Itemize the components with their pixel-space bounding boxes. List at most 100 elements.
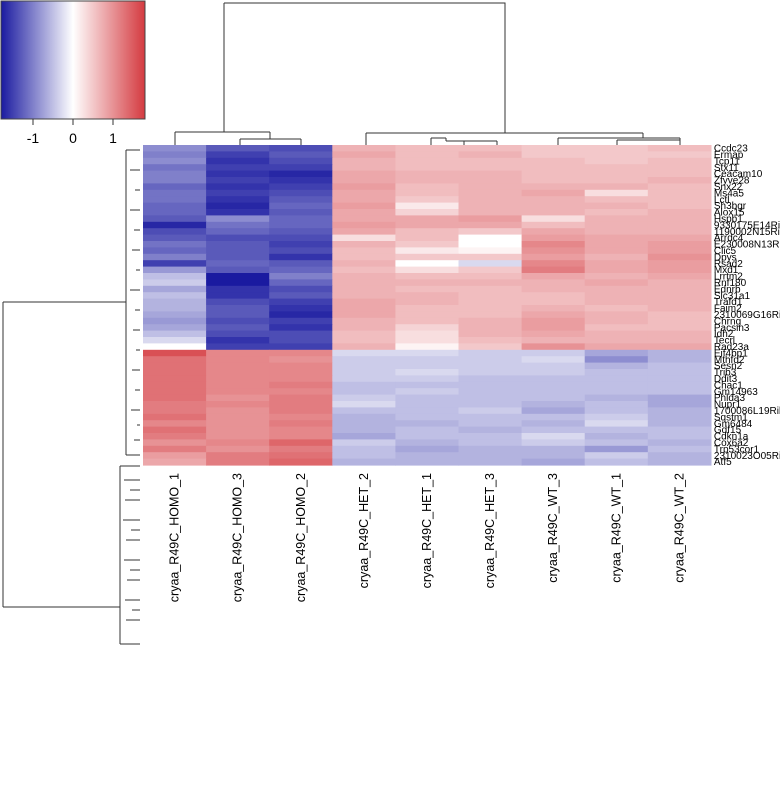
- heatmap-cell: [332, 433, 396, 440]
- col-dendro-homo: [174, 131, 302, 146]
- heatmap-cell: [584, 285, 649, 293]
- heatmap-cell: [332, 356, 396, 364]
- heatmap-cell: [143, 157, 207, 165]
- heatmap-cell: [332, 273, 396, 280]
- heatmap-cell: [458, 234, 523, 242]
- heatmap-cell: [206, 401, 270, 408]
- heatmap-cell: [143, 279, 207, 287]
- heatmap-cell: [521, 369, 586, 376]
- heatmap-cell: [458, 157, 523, 165]
- heatmap-cell: [332, 228, 396, 236]
- heatmap-cell: [206, 343, 270, 351]
- heatmap-cell: [647, 413, 712, 421]
- heatmap-cell: [458, 209, 523, 216]
- heatmap-cell: [647, 260, 712, 268]
- row-label: Phlda3: [714, 393, 746, 404]
- row-label: E230008N13Rik: [714, 240, 780, 251]
- heatmap-cell: [395, 433, 460, 440]
- heatmap-cell: [458, 260, 523, 268]
- heatmap-cell: [269, 311, 333, 319]
- heatmap-cell: [332, 247, 396, 255]
- heatmap-cell: [395, 324, 460, 332]
- heatmap-cell: [269, 177, 333, 184]
- heatmap-cell: [332, 189, 396, 197]
- legend-tick-label: 1: [109, 130, 117, 146]
- heatmap-cell: [521, 266, 586, 274]
- heatmap-cell: [584, 349, 649, 357]
- heatmap-cell: [521, 253, 586, 261]
- heatmap-cell: [395, 369, 460, 376]
- heatmap-cell: [332, 266, 396, 274]
- heatmap-cell: [332, 177, 396, 184]
- heatmap-cell: [332, 426, 396, 434]
- heatmap-cell: [521, 209, 586, 216]
- heatmap-cell: [143, 215, 207, 223]
- heatmap-cell: [584, 317, 649, 325]
- heatmap-cell: [206, 433, 270, 440]
- heatmap-cell: [395, 388, 460, 396]
- heatmap-cell: [206, 298, 270, 306]
- heatmap-cell: [584, 253, 649, 261]
- heatmap-cell: [143, 343, 207, 351]
- row-label: Sesn2: [714, 361, 743, 372]
- heatmap-cell: [332, 420, 396, 428]
- heatmap-cell: [521, 215, 586, 223]
- heatmap-cell: [458, 349, 523, 357]
- heatmap-cell: [458, 324, 523, 332]
- heatmap-cell: [269, 279, 333, 287]
- heatmap-cell: [584, 343, 649, 351]
- heatmap-cell: [647, 381, 712, 389]
- heatmap-cell: [269, 458, 333, 466]
- heatmap-cell: [206, 209, 270, 216]
- heatmap-cell: [395, 381, 460, 389]
- heatmap-cell: [143, 241, 207, 248]
- heatmap-cell: [395, 458, 460, 466]
- heatmap-cell: [584, 362, 649, 370]
- heatmap-cell: [395, 407, 460, 415]
- heatmap-cell: [143, 189, 207, 197]
- heatmap-cell: [647, 369, 712, 376]
- heatmap-cell: [143, 369, 207, 376]
- heatmap-cell: [647, 279, 712, 287]
- heatmap-cell: [269, 189, 333, 197]
- heatmap-cell: [521, 381, 586, 389]
- heatmap-cell: [458, 458, 523, 466]
- row-label: Stx11: [714, 163, 739, 174]
- heatmap-cell: [269, 426, 333, 434]
- row-label: Gdf15: [714, 425, 742, 436]
- heatmap-cell: [521, 170, 586, 178]
- heatmap-cell: [206, 356, 270, 364]
- heatmap-cell: [206, 426, 270, 434]
- heatmap-cell: [395, 285, 460, 293]
- heatmap-cell: [143, 292, 207, 300]
- heatmap-cell: [143, 273, 207, 280]
- heatmap-cell: [521, 292, 586, 300]
- heatmap-cell: [269, 221, 333, 229]
- heatmap-cell: [647, 452, 712, 460]
- row-label: Sh3bgr: [714, 201, 747, 212]
- heatmap-cell: [269, 407, 333, 415]
- row-label: Eif4bp1: [714, 348, 748, 359]
- heatmap-cell: [332, 458, 396, 466]
- heatmap-cell: [521, 228, 586, 236]
- heatmap-cell: [143, 196, 207, 204]
- heatmap-cell: [458, 330, 523, 338]
- heatmap-cell: [269, 151, 333, 159]
- heatmap-cell: [395, 234, 460, 242]
- heatmap-cell: [584, 388, 649, 396]
- row-label: Clic5: [714, 246, 737, 257]
- heatmap-cell: [206, 221, 270, 229]
- heatmap-cell: [458, 241, 523, 248]
- heatmap-cell: [143, 413, 207, 421]
- column-label: cryaa_R49C_HOMO_2: [294, 473, 308, 602]
- heatmap-cell: [332, 164, 396, 172]
- column-label: cryaa_R49C_HOMO_1: [168, 473, 182, 602]
- heatmap-cell: [521, 401, 586, 408]
- heatmap-cell: [647, 362, 712, 370]
- heatmap-cell: [332, 349, 396, 357]
- heatmap-cell: [458, 413, 523, 421]
- heatmap-cell: [584, 247, 649, 255]
- heatmap-cell: [269, 183, 333, 191]
- heatmap-cell: [332, 317, 396, 325]
- heatmap-cell: [332, 209, 396, 216]
